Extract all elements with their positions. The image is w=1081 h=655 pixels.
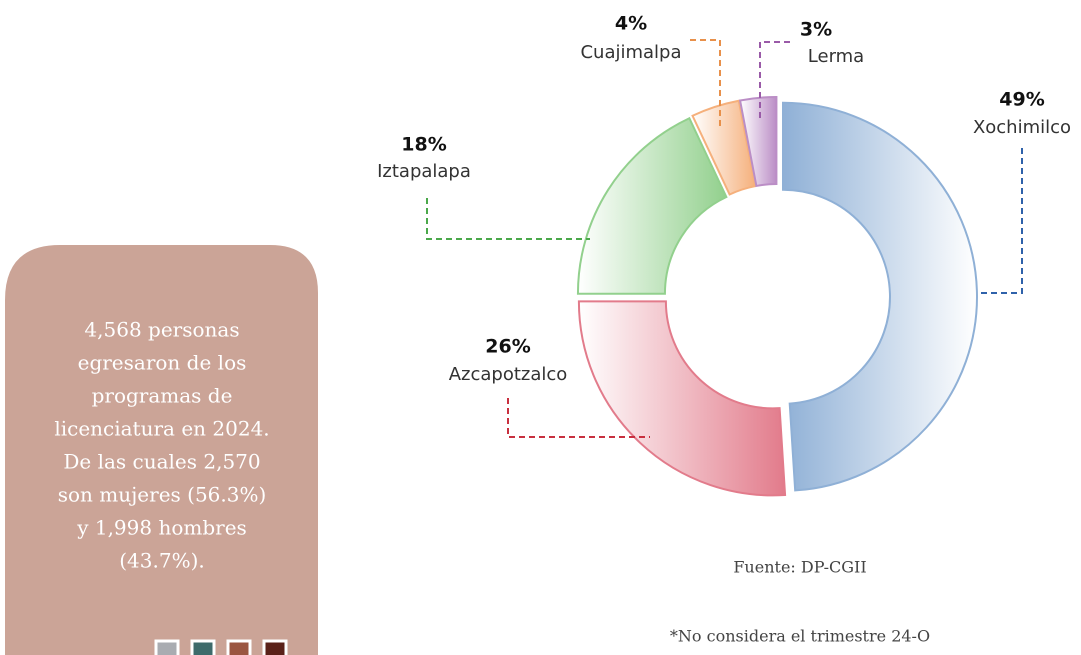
donut-segment [691, 99, 757, 196]
leader-line [507, 398, 650, 438]
value-label: 4% [615, 13, 647, 35]
info-text: De las cuales 2,570 [63, 450, 260, 474]
info-text: 4,568 personas [84, 318, 239, 342]
leader-line [426, 198, 590, 240]
info-text: son mujeres (56.3%) [58, 483, 267, 507]
info-text: egresaron de los [78, 351, 247, 375]
info-text: licenciatura en 2024. [54, 417, 269, 441]
donut-segment [577, 300, 787, 497]
note: *No considera el trimestre 24-O [670, 627, 930, 646]
category-label: Lerma [808, 46, 864, 67]
decor-squares [154, 639, 288, 655]
info-text: (43.7%). [119, 549, 205, 573]
leader-line [690, 39, 721, 130]
category-label: Cuajimalpa [580, 42, 681, 63]
info-box [5, 245, 318, 655]
donut-segment [738, 96, 778, 188]
info-text: y 1,998 hombres [76, 516, 247, 540]
source: Fuente: DP-CGII [733, 558, 866, 577]
info-text: programas de [92, 384, 233, 408]
category-label: Xochimilco [973, 117, 1071, 138]
category-label: Azcapotzalco [449, 364, 568, 385]
category-label: Iztapalapa [377, 161, 471, 182]
donut-segment [781, 101, 978, 492]
leader-line [978, 148, 1023, 294]
leader-line [759, 41, 790, 122]
value-label: 3% [800, 19, 832, 41]
value-label: 26% [485, 336, 530, 358]
donut-segment [576, 116, 728, 295]
value-label: 49% [999, 89, 1044, 111]
value-label: 18% [401, 134, 446, 156]
